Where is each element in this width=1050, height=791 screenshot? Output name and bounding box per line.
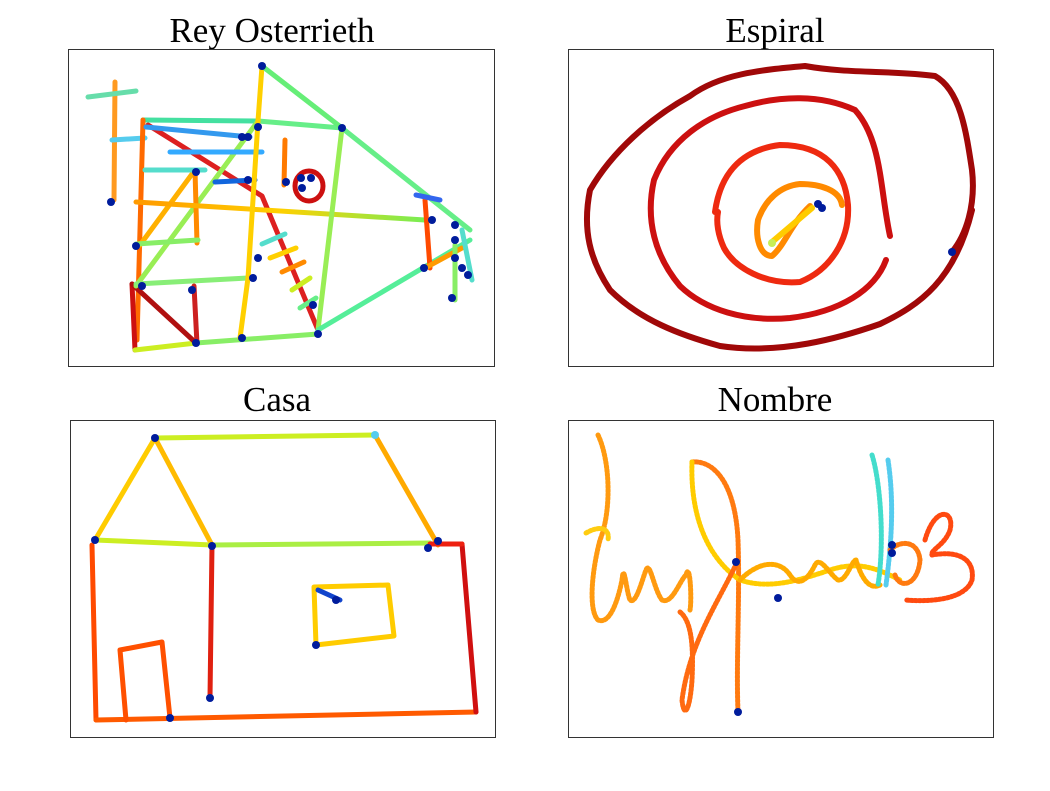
espiral-strokes xyxy=(583,63,976,352)
stroke xyxy=(422,197,433,271)
stroke xyxy=(93,709,479,723)
stroke xyxy=(85,88,139,100)
stroke xyxy=(259,63,345,131)
nombre-drawing-frame xyxy=(568,420,994,738)
stroke xyxy=(737,557,883,589)
stroke xyxy=(459,227,475,283)
stroke xyxy=(413,192,443,203)
stroke xyxy=(134,117,146,343)
stroke xyxy=(297,295,319,311)
stroke xyxy=(769,205,815,245)
stroke xyxy=(92,537,215,548)
stroke xyxy=(129,281,138,353)
stroke xyxy=(89,542,99,723)
stroke xyxy=(267,245,299,261)
stroke xyxy=(132,340,199,353)
stroke xyxy=(339,125,473,233)
stroke xyxy=(583,526,611,543)
casa-drawing-frame xyxy=(70,420,496,738)
stroke xyxy=(92,435,158,543)
stroke xyxy=(279,259,307,275)
panel-title-rey-osterrieth: Rey Osterrieth xyxy=(169,11,375,50)
stroke xyxy=(237,63,265,341)
panel-title-casa: Casa xyxy=(242,380,312,419)
stroke xyxy=(140,117,261,124)
stroke xyxy=(193,331,321,346)
stroke xyxy=(292,168,326,204)
stroke xyxy=(887,540,923,586)
stroke xyxy=(207,542,215,701)
stroke xyxy=(754,181,845,259)
stroke xyxy=(712,142,852,286)
stroke xyxy=(117,639,173,723)
stroke xyxy=(677,557,741,713)
stroke xyxy=(209,540,433,548)
stroke xyxy=(315,125,345,333)
stroke xyxy=(689,459,903,587)
nombre-strokes xyxy=(583,432,975,716)
stroke xyxy=(281,137,288,188)
stroke xyxy=(647,95,893,322)
stroke xyxy=(311,582,397,648)
stroke xyxy=(152,435,215,548)
stroke xyxy=(259,231,288,247)
stroke xyxy=(459,541,479,715)
stroke xyxy=(883,457,895,588)
stroke xyxy=(109,135,148,143)
stroke xyxy=(589,432,694,624)
stroke xyxy=(133,199,428,223)
stroke xyxy=(133,237,201,247)
rey-osterrieth-strokes xyxy=(85,62,475,353)
stroke xyxy=(191,283,200,347)
stroke xyxy=(689,459,742,715)
stroke xyxy=(902,511,975,604)
stroke xyxy=(152,432,378,441)
casa-strokes xyxy=(89,431,479,723)
stroke xyxy=(129,281,199,346)
panel-title-espiral: Espiral xyxy=(725,11,825,50)
stroke xyxy=(255,118,345,131)
stroke xyxy=(133,275,251,287)
stroke xyxy=(289,275,313,293)
stroke xyxy=(583,63,976,352)
stroke xyxy=(137,167,198,248)
stroke xyxy=(372,432,441,548)
stroke xyxy=(143,124,253,140)
panel-title-nombre: Nombre xyxy=(717,380,833,419)
stroke xyxy=(869,452,884,588)
